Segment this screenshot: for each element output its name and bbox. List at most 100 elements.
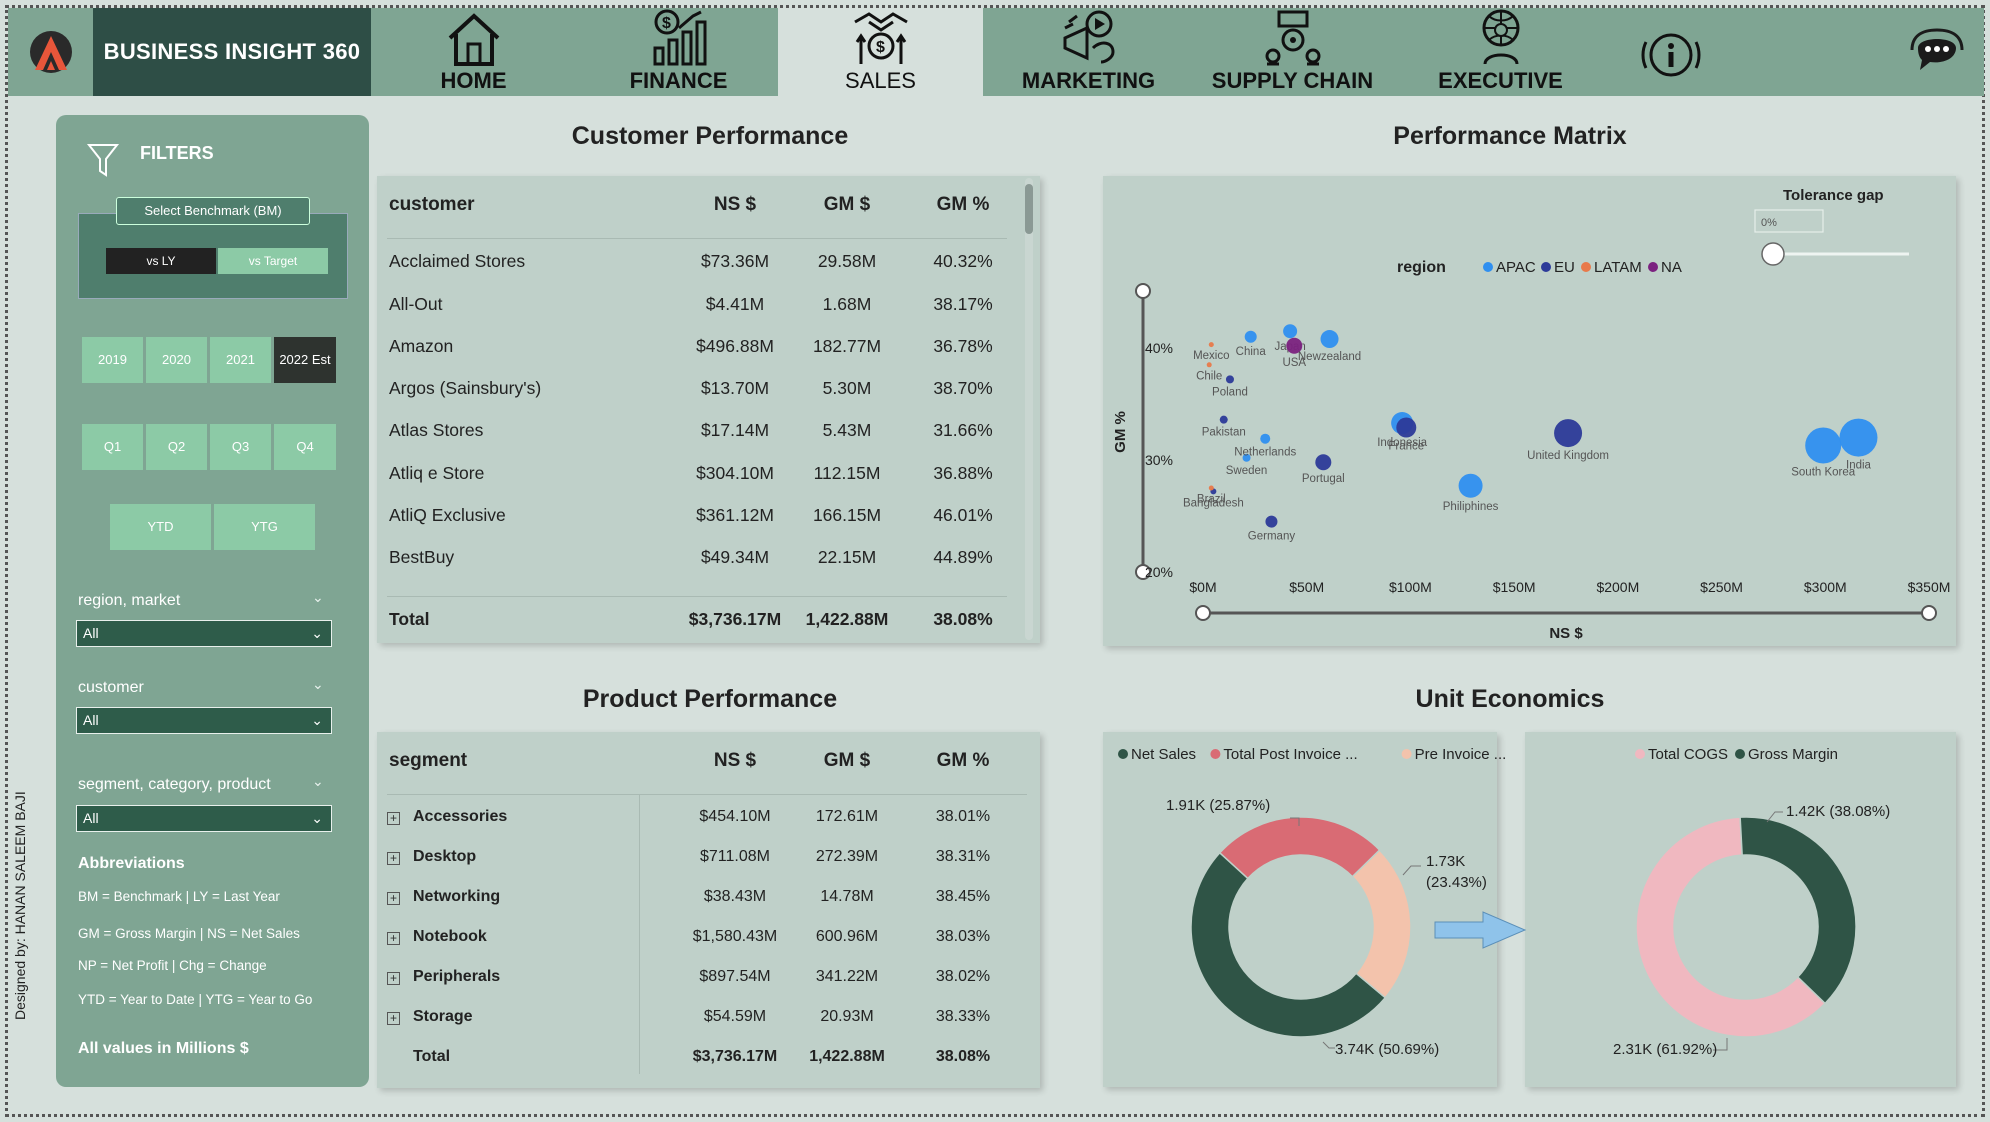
scatter-point[interactable]: [1283, 324, 1298, 339]
column-header[interactable]: segment: [389, 750, 468, 771]
point-label: Germany: [1248, 531, 1296, 543]
region-market-dropdown[interactable]: All ⌄: [76, 620, 332, 647]
expand-icon[interactable]: +: [387, 892, 400, 905]
x-range-handle-left[interactable]: [1195, 605, 1211, 621]
legend-marker: [1635, 749, 1645, 759]
expand-icon[interactable]: +: [387, 972, 400, 985]
cell-gm: 5.43M: [822, 420, 872, 440]
scatter-point[interactable]: [1315, 454, 1332, 471]
table-scrollbar[interactable]: [1025, 178, 1033, 640]
ytd-button[interactable]: YTD: [110, 504, 211, 550]
year-2020-button[interactable]: 2020: [146, 337, 207, 383]
info-button[interactable]: [1640, 26, 1702, 85]
donut-slice[interactable]: [1739, 816, 1857, 1005]
y-range-handle-bottom[interactable]: [1135, 564, 1151, 580]
scrollbar-thumb[interactable]: [1025, 184, 1033, 234]
customer-dropdown[interactable]: All ⌄: [76, 707, 332, 734]
cell-ns: $711.08M: [700, 848, 770, 865]
column-header[interactable]: NS $: [713, 194, 757, 215]
expand-icon[interactable]: +: [387, 852, 400, 865]
tab-home[interactable]: HOME: [371, 8, 576, 96]
tab-marketing[interactable]: MARKETING: [986, 8, 1191, 96]
cell-gm: 272.39M: [815, 848, 879, 865]
scatter-point[interactable]: [1219, 415, 1228, 424]
year-2019-button[interactable]: 2019: [82, 337, 143, 383]
quarter-q3-button[interactable]: Q3: [210, 424, 271, 470]
scatter-point[interactable]: [1260, 433, 1271, 444]
cell-segment: Storage: [413, 1008, 473, 1025]
scatter-point[interactable]: [1225, 375, 1234, 384]
cell-gm: 112.15M: [813, 463, 881, 483]
quarter-q4-button[interactable]: Q4: [274, 424, 336, 470]
brand-title: BUSINESS INSIGHT 360: [93, 8, 371, 96]
cell-ns: $304.10M: [696, 463, 774, 483]
scatter-point[interactable]: [1208, 342, 1214, 348]
customer-label: customer: [78, 679, 144, 696]
column-header[interactable]: GM $: [823, 750, 871, 771]
donut-slice[interactable]: [1635, 816, 1827, 1038]
legend-label: NA: [1661, 259, 1682, 276]
expand-icon[interactable]: +: [387, 812, 400, 825]
quarter-q2-button[interactable]: Q2: [146, 424, 207, 470]
cell-gm: 166.15M: [812, 505, 882, 525]
chat-support-icon: [1910, 28, 1964, 70]
abbreviation-line: BM = Benchmark | LY = Last Year: [78, 889, 280, 904]
cell-ns: $454.10M: [699, 808, 771, 825]
column-header[interactable]: GM %: [936, 750, 990, 771]
cell-gm-pct: 46.01%: [933, 505, 993, 525]
expand-icon[interactable]: +: [387, 932, 400, 945]
tab-finance[interactable]: $ FINANCE: [576, 8, 781, 96]
tolerance-slider-handle[interactable]: [1761, 242, 1785, 266]
expand-icon[interactable]: +: [387, 1012, 400, 1025]
quarter-q1-button[interactable]: Q1: [82, 424, 143, 470]
column-header[interactable]: GM $: [823, 194, 871, 215]
column-header[interactable]: GM %: [936, 194, 990, 215]
y-range-handle-top[interactable]: [1135, 283, 1151, 299]
total-gm: 1,422.88M: [805, 609, 889, 629]
benchmark-vs-target-button[interactable]: vs Target: [218, 248, 328, 274]
tab-executive[interactable]: EXECUTIVE: [1398, 8, 1603, 96]
tab-label: SALES: [845, 68, 916, 93]
cell-gm-pct: 38.33%: [935, 1008, 991, 1025]
donut-slice[interactable]: [1190, 851, 1387, 1038]
scatter-point[interactable]: [1206, 362, 1212, 368]
scatter-point[interactable]: [1839, 418, 1878, 457]
x-range-handle-right[interactable]: [1921, 605, 1937, 621]
scatter-point[interactable]: [1396, 417, 1417, 438]
cell-ns: $54.59M: [703, 1008, 767, 1025]
scatter-point[interactable]: [1244, 330, 1257, 343]
year-2021-button[interactable]: 2021: [210, 337, 271, 383]
tab-sales[interactable]: $ SALES: [778, 8, 983, 96]
cell-customer: AtliQ Exclusive: [389, 505, 506, 525]
marketing-icon: [1063, 10, 1115, 64]
point-label: India: [1846, 460, 1872, 472]
sales-icon: $: [853, 12, 908, 64]
scatter-point[interactable]: [1286, 337, 1303, 354]
cell-gm-pct: 38.31%: [935, 848, 991, 865]
x-tick-label: $100M: [1389, 579, 1432, 595]
ytg-button[interactable]: YTG: [214, 504, 315, 550]
tab-supply-chain[interactable]: SUPPLY CHAIN: [1190, 8, 1395, 96]
legend-marker: [1401, 749, 1412, 759]
scatter-point[interactable]: [1320, 330, 1339, 349]
executive-icon: [1482, 9, 1519, 65]
scatter-point[interactable]: [1458, 473, 1483, 498]
unit-economics-charts: 3.74K (50.69%) 1.91K (25.87%) 1.73K (23.43%…: [1118, 746, 1890, 1058]
year-2022-est-button[interactable]: 2022 Est: [274, 337, 336, 383]
donut-slice[interactable]: [1218, 816, 1381, 880]
scatter-point[interactable]: [1805, 427, 1842, 464]
filter-icon: [86, 144, 120, 177]
donut-slice[interactable]: [1351, 848, 1412, 999]
legend-marker: [1581, 262, 1591, 272]
column-header[interactable]: NS $: [713, 750, 757, 771]
column-header[interactable]: customer: [389, 194, 475, 215]
segment-category-product-dropdown[interactable]: All ⌄: [76, 805, 332, 832]
scatter-point[interactable]: [1265, 515, 1278, 528]
scatter-point[interactable]: [1208, 485, 1214, 491]
filters-title: FILTERS: [140, 143, 214, 163]
tolerance-gap-input[interactable]: [1754, 209, 1824, 233]
scatter-point[interactable]: [1242, 453, 1251, 462]
chat-button[interactable]: [1908, 28, 1966, 81]
scatter-point[interactable]: [1554, 419, 1583, 448]
benchmark-vs-ly-button[interactable]: vs LY: [106, 248, 216, 274]
